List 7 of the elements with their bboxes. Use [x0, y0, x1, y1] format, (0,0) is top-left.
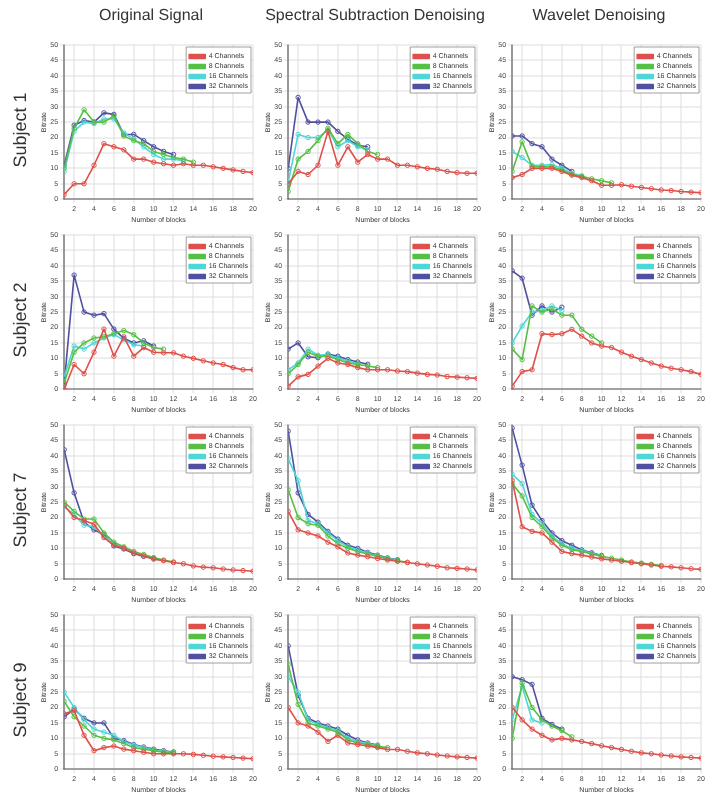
text: Subject 1 — [10, 92, 30, 168]
chart-title: Wavelet Denoising — [530, 6, 668, 24]
text: Subject 9 — [10, 662, 30, 738]
chart-title: Spectral Subtraction Denoising — [263, 6, 487, 24]
text: Subject 7 — [10, 472, 30, 548]
chart-title: Original Signal — [96, 6, 206, 24]
text: Subject 2 — [10, 282, 30, 358]
